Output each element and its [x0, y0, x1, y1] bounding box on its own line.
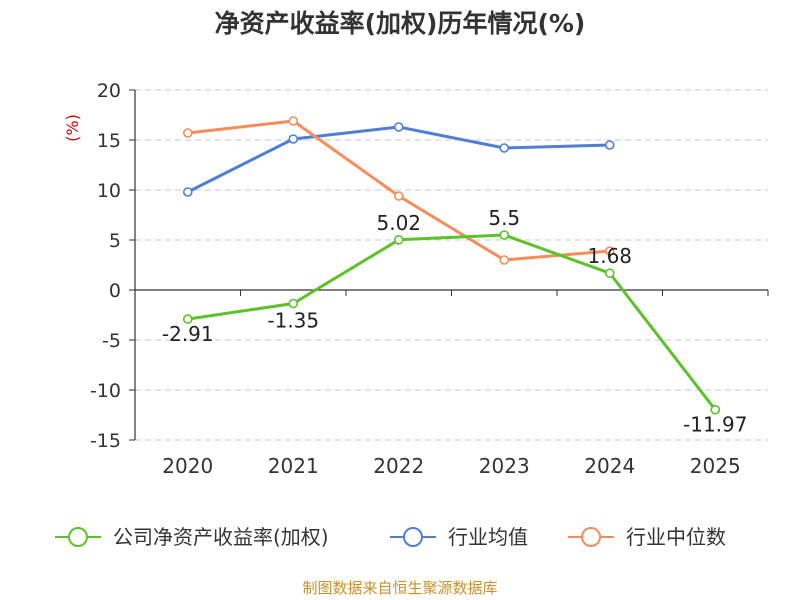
- y-tick-label: 15: [97, 130, 121, 152]
- data-label: 5.02: [376, 211, 421, 235]
- data-point: [288, 116, 299, 126]
- x-tick-label: 2025: [690, 454, 741, 478]
- data-label: -2.91: [162, 322, 214, 346]
- legend-label: 公司净资产收益率(加权): [113, 525, 329, 549]
- data-point: [182, 128, 193, 138]
- data-point: [604, 140, 615, 150]
- y-tick-label: -5: [102, 330, 121, 352]
- data-label: -1.35: [267, 309, 319, 333]
- legend-item: 公司净资产收益率(加权): [55, 525, 329, 549]
- data-point: [604, 246, 615, 256]
- x-tick-label: 2020: [162, 454, 213, 478]
- series-line-0: [187, 233, 717, 411]
- y-tick-label: 0: [109, 280, 121, 302]
- legend: 公司净资产收益率(加权) 行业均值 行业中位数: [55, 525, 726, 549]
- legend-swatch-marker: [68, 527, 88, 547]
- data-point: [393, 122, 404, 132]
- data-label: 5.5: [488, 206, 520, 230]
- legend-label: 行业均值: [448, 525, 528, 549]
- data-point: [499, 230, 510, 240]
- data-point: [499, 143, 510, 153]
- chart-title: 净资产收益率(加权)历年情况(%): [214, 9, 586, 38]
- data-label: -11.97: [683, 413, 747, 437]
- legend-swatch-marker: [403, 527, 423, 547]
- x-tick-label: 2021: [268, 454, 319, 478]
- data-labels: -2.91 -1.35 5.02 5.5 1.68 -11.97: [162, 206, 748, 437]
- data-point: [604, 268, 615, 279]
- y-tick-label: 5: [109, 230, 121, 252]
- y-axis-label: (%): [63, 114, 82, 142]
- data-label: 1.68: [587, 244, 632, 268]
- axes: 20 15 10 5 0 -5 -10 -15 2020 2021 2022 2023 2024 2025: [90, 80, 769, 478]
- legend-item: 行业均值: [390, 525, 528, 549]
- y-tick-label: -15: [90, 430, 121, 452]
- data-point: [499, 255, 510, 265]
- data-point: [182, 187, 193, 197]
- y-tick-label: -10: [90, 380, 121, 402]
- legend-label: 行业中位数: [626, 525, 726, 549]
- legend-swatch-marker: [581, 527, 601, 547]
- x-tick-label: 2022: [373, 454, 424, 478]
- y-tick-label: 20: [97, 80, 121, 102]
- y-tick-label: 10: [97, 180, 121, 202]
- source-note: 制图数据来自恒生聚源数据库: [302, 579, 498, 597]
- data-point: [288, 134, 299, 144]
- series: [182, 116, 721, 415]
- data-point: [393, 191, 404, 201]
- x-tick-label: 2023: [479, 454, 530, 478]
- data-point: [710, 404, 721, 415]
- legend-item: 行业中位数: [568, 525, 726, 549]
- data-point: [393, 235, 404, 245]
- data-point: [288, 298, 299, 309]
- grid-lines: [135, 89, 768, 441]
- data-point: [182, 314, 193, 324]
- x-tick-label: 2024: [584, 454, 635, 478]
- series-line-1: [187, 125, 610, 194]
